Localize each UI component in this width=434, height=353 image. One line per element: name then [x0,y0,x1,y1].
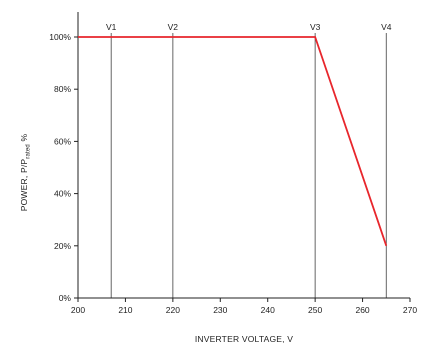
x-tick-label-240: 240 [261,305,275,315]
x-tick-label-270: 270 [403,305,417,315]
y-tick-label-60: 60% [54,136,71,146]
series-line-0 [78,36,388,247]
marker-label-v4: V4 [381,22,392,32]
y-tick-label-20: 20% [54,241,71,251]
y-axis-title: POWER, P/Prated % [19,133,32,211]
axes-layer [74,12,411,302]
y-axis-title-subscript: rated [26,144,32,159]
x-tick-label-210: 210 [118,305,132,315]
y-axis-title-main: POWER, P/P [19,159,29,212]
x-tick-label-250: 250 [308,305,322,315]
x-tick-label-230: 230 [213,305,227,315]
marker-label-v1: V1 [106,22,117,32]
x-tick-label-220: 220 [166,305,180,315]
y-tick-label-80: 80% [54,84,71,94]
y-tick-label-0: 0% [59,293,72,303]
marker-label-v2: V2 [168,22,179,32]
labels-layer: V1 V2 V3 V4 0% 20% 40% 60% 80% 100% 200 210 220 230 24… [19,22,417,344]
y-tick-label-100: 100% [49,32,71,42]
y-tick-label-40: 40% [54,189,71,199]
marker-label-v3: V3 [310,22,321,32]
y-axis-title-unit: % [19,133,29,144]
x-tick-label-200: 200 [71,305,85,315]
x-tick-label-260: 260 [355,305,369,315]
marker-lines-layer [110,33,387,298]
x-axis-title: INVERTER VOLTAGE, V [195,334,293,344]
series-layer [78,36,388,247]
